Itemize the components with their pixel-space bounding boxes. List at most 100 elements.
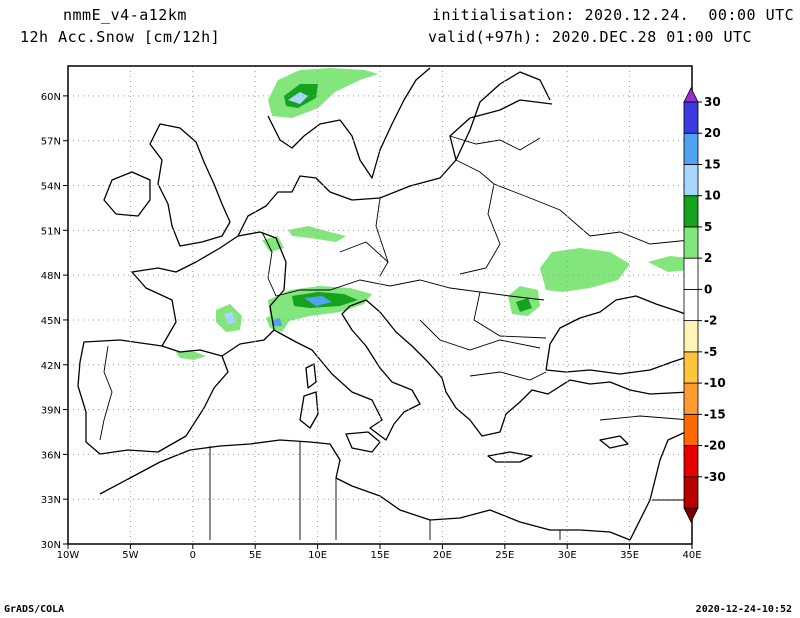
- field-name: 12h Acc.Snow [cm/12h]: [20, 28, 221, 46]
- border-poland-ukraine: [459, 183, 501, 275]
- colorbar-label: 10: [704, 189, 721, 203]
- border-ukraine-russia: [589, 231, 691, 245]
- lon-tick-label: 5E: [249, 550, 262, 561]
- footer-right: 2020-12-24-10:52: [695, 604, 792, 615]
- colorbar-label: -2: [704, 314, 717, 328]
- lon-tick-label: 35E: [620, 550, 639, 561]
- coastline-corsica: [305, 363, 317, 389]
- colorbar-label: 20: [704, 126, 721, 140]
- snow-area-scandinavia-core: [288, 92, 308, 104]
- colorbar-swatch: [683, 195, 699, 228]
- border-belarus: [455, 159, 591, 237]
- colorbar-swatch: [683, 351, 699, 384]
- border-turkey-south: [599, 415, 691, 421]
- footer-left: GrADS/COLA: [4, 604, 65, 615]
- coastline-cyprus: [599, 435, 629, 449]
- border-balkans: [419, 319, 541, 351]
- lon-tick-label: 10W: [57, 550, 80, 561]
- snow-area-massif-central-core: [224, 312, 236, 324]
- country-borders: [99, 135, 691, 540]
- colorbar-swatch: [683, 445, 699, 478]
- colorbar-label: 2: [704, 251, 712, 265]
- colorbar-label: 15: [704, 157, 721, 171]
- lon-tick-label: 40E: [682, 550, 701, 561]
- lat-tick-label: 36N: [41, 450, 61, 461]
- border-romania: [473, 291, 547, 339]
- border-central-europe: [275, 279, 545, 301]
- lon-tick-label: 25E: [495, 550, 514, 561]
- colorbar-min-arrow: [683, 507, 699, 523]
- colorbar-swatch: [683, 132, 699, 165]
- graticule: [68, 66, 692, 544]
- lat-tick-label: 33N: [41, 495, 61, 506]
- lat-tick-label: 30N: [41, 540, 61, 551]
- lon-tick-label: 15E: [370, 550, 389, 561]
- colorbar-swatch: [683, 476, 699, 509]
- colorbar-swatch: [683, 101, 699, 134]
- coastline-levant: [629, 429, 691, 541]
- colorbar-swatch: [683, 320, 699, 353]
- lat-tick-label: 42N: [41, 361, 61, 372]
- colorbar-label: -10: [704, 376, 726, 390]
- border-germany-czechia: [339, 241, 389, 263]
- lat-tick-label: 60N: [41, 92, 61, 103]
- map-frame: [67, 65, 693, 545]
- colorbar-swatch: [683, 226, 699, 259]
- init-time: initialisation: 2020.12.24. 00:00 UTC: [432, 6, 795, 24]
- coastlines: [77, 67, 691, 541]
- border-spain-portugal: [99, 345, 113, 441]
- snow-area-vosges: [262, 236, 284, 252]
- snow-area-carpathians-deep: [516, 298, 532, 312]
- coastline-scandinavia: [267, 67, 431, 179]
- lon-tick-label: 0: [190, 550, 196, 561]
- coastline-adriatic-balkans: [365, 299, 691, 437]
- coastline-north-africa: [99, 439, 631, 541]
- coastline-britain: [149, 123, 231, 247]
- coastline-france: [131, 231, 287, 357]
- colorbar-label: 0: [704, 282, 712, 296]
- colorbar-label: 30: [704, 95, 721, 109]
- border-france-germany: [261, 231, 277, 297]
- coastline-north-sea-baltic: [237, 99, 553, 237]
- border-germany-poland: [375, 197, 389, 277]
- colorbar-swatch: [683, 164, 699, 197]
- colorbar-swatch: [683, 288, 699, 322]
- coastline-finland: [455, 71, 551, 161]
- snow-shading: [176, 68, 690, 360]
- valid-time: valid(+97h): 2020.DEC.28 01:00 UTC: [428, 28, 753, 46]
- colorbar-label: -5: [704, 345, 717, 359]
- lat-tick-label: 51N: [41, 226, 61, 237]
- model-name: nmmE_v4-a12km: [63, 6, 187, 24]
- coastline-sardinia: [299, 391, 319, 429]
- coastline-sicily: [345, 431, 381, 453]
- border-baltics: [449, 135, 541, 151]
- colorbar-swatch: [683, 413, 699, 446]
- lon-tick-label: 20E: [433, 550, 452, 561]
- map-axes: 10W 5W 0 5E 10E 15E 20E 25E 30E 35E 40E 30N 33N 36N 39…: [41, 92, 702, 561]
- border-north-africa: [209, 442, 561, 540]
- lat-tick-label: 39N: [41, 406, 61, 417]
- colorbar-max-arrow: [683, 87, 699, 103]
- lat-tick-label: 45N: [41, 316, 61, 327]
- colorbar-swatch: [683, 257, 699, 290]
- colorbar-label: 5: [704, 220, 712, 234]
- colorbar-swatch: [683, 382, 699, 415]
- snow-area-pyrenees: [176, 350, 206, 360]
- colorbar-label: -15: [704, 407, 726, 421]
- lat-tick-label: 48N: [41, 271, 61, 282]
- coastline-black-sea: [545, 295, 691, 375]
- coastline-crete: [487, 451, 533, 463]
- snow-area-scandinavia: [268, 68, 378, 118]
- lat-tick-label: 54N: [41, 182, 61, 193]
- coastline-iberia: [77, 339, 229, 455]
- colorbar-label: -20: [704, 439, 726, 453]
- border-greece-turkey: [469, 371, 547, 381]
- lon-tick-label: 5W: [122, 550, 138, 561]
- colorbar-label: -30: [704, 470, 726, 484]
- snow-area-western-alps-core: [272, 318, 282, 326]
- snow-area-ukraine-east: [648, 256, 690, 272]
- lon-tick-label: 30E: [558, 550, 577, 561]
- lat-tick-label: 57N: [41, 137, 61, 148]
